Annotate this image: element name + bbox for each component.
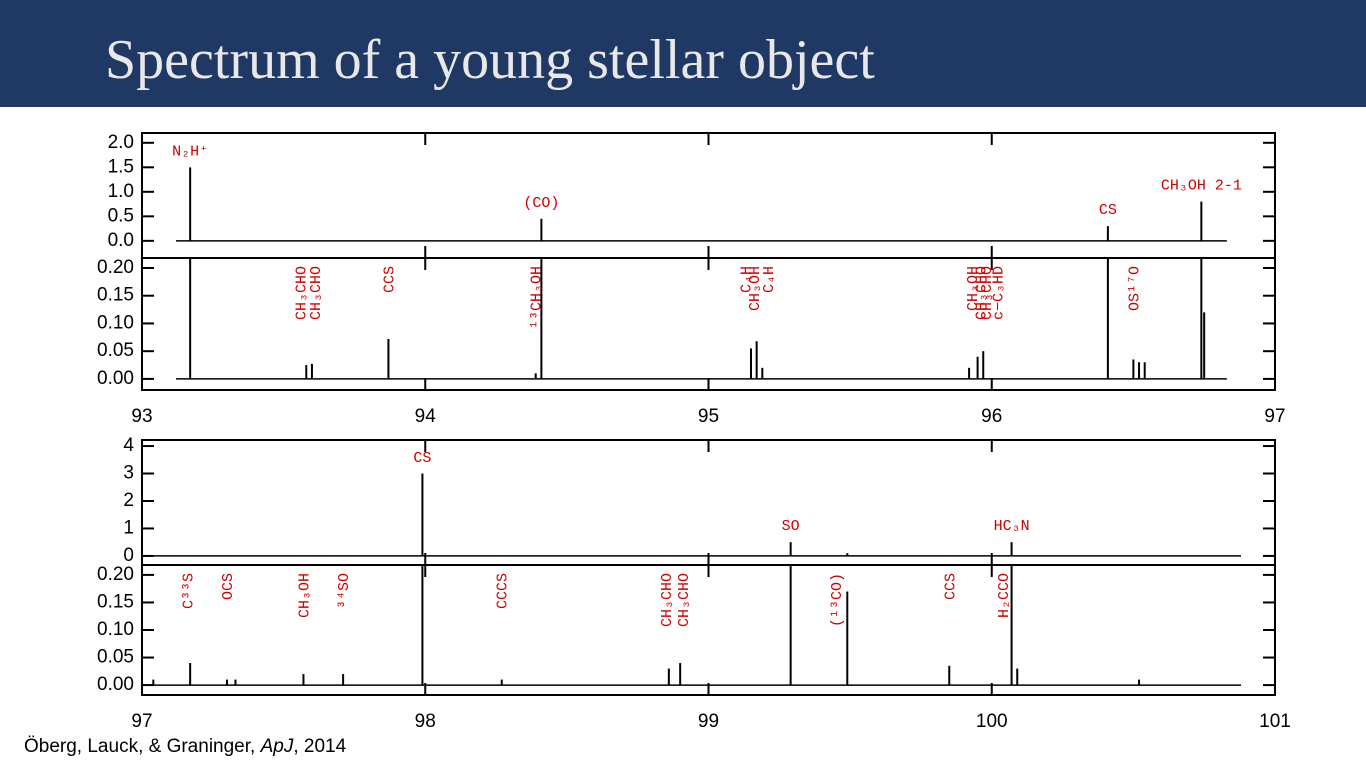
line-label: N₂H⁺ [172, 143, 208, 160]
y-tick-label: 0.20 [97, 257, 134, 278]
line-label: CCS [942, 573, 959, 600]
y-tick-label: 1.0 [108, 181, 134, 202]
x-tick-label: 95 [698, 406, 719, 427]
line-label: CH₃OH [747, 266, 764, 311]
y-tick-label: 0.15 [97, 591, 134, 612]
x-tick-label: 98 [415, 711, 436, 732]
citation-authors: Öberg, Lauck, & Graninger, [24, 736, 261, 757]
y-tick-label: 0.20 [97, 564, 134, 585]
y-tick-label: 0.5 [108, 205, 134, 226]
y-tick-label: 0.05 [97, 647, 134, 668]
line-label: C³³S [180, 573, 197, 609]
y-tick-label: 2.0 [108, 132, 134, 153]
y-tick-label: 4 [123, 435, 134, 456]
citation: Öberg, Lauck, & Graninger, ApJ, 2014 [24, 736, 347, 757]
x-tick-label: 93 [131, 406, 152, 427]
line-label: CH₃CHO [308, 266, 325, 320]
y-tick-label: 1 [123, 517, 134, 538]
y-tick-label: 0.15 [97, 285, 134, 306]
line-label: C₄H [738, 266, 755, 293]
axes-frame [141, 439, 1276, 566]
spectrum [142, 565, 1242, 686]
y-tick-label: 0.00 [97, 674, 134, 695]
line-label: H₂CCO [996, 573, 1013, 618]
x-tick-label: 97 [131, 711, 152, 732]
line-label: CS [1099, 202, 1117, 219]
y-tick-label: 2 [123, 490, 134, 511]
line-label: CH₃CHO [659, 573, 676, 627]
spectrum [175, 258, 1227, 380]
y-tick-label: 0.10 [97, 312, 134, 333]
line-label: ³⁴SO [336, 573, 353, 609]
panel: 0.0 0.5 1.0 1.5 2.0 N₂H⁺ (CO) CS CH₃OH 2-1 [108, 132, 1276, 259]
line-label: CH₃OH [965, 266, 982, 311]
line-label: CH₃CHO [676, 573, 693, 627]
slide-title: Spectrum of a young stellar object [105, 29, 875, 91]
line-label: OS¹⁷O [1126, 266, 1143, 311]
citation-year: , 2014 [293, 736, 346, 757]
x-tick-label: 94 [415, 406, 437, 427]
line-label: CH₃CHO [294, 266, 311, 320]
citation-journal: ApJ [260, 736, 294, 757]
spectrum [175, 167, 1227, 242]
axes-frame [141, 132, 1276, 259]
line-label: CCCS [495, 573, 512, 609]
x-tick-label: 97 [1264, 406, 1285, 427]
line-label: C₄H [761, 266, 778, 293]
x-tick-label: 96 [981, 406, 1002, 427]
line-label: OCS [220, 573, 237, 600]
line-label: ¹³CH₃OH [529, 266, 546, 329]
line-label: (CO) [523, 195, 559, 212]
y-tick-label: 0.00 [97, 368, 134, 389]
y-tick-label: 0.05 [97, 340, 134, 361]
y-tick-label: 1.5 [108, 156, 134, 177]
y-tick-label: 3 [123, 463, 134, 484]
header-band [0, 0, 1366, 107]
y-tick-label: 0.0 [108, 230, 134, 251]
line-label: CH₃CHO [973, 266, 990, 320]
x-tick-label: 101 [1259, 711, 1291, 732]
line-label: HC₃N [994, 518, 1030, 535]
line-label: CH₃CHO [979, 266, 996, 320]
panel: 0.00 0.05 0.10 0.15 0.20 97 98 99 100 101 C³³S OCS C… [97, 564, 1291, 732]
spectrum [142, 473, 1242, 557]
line-label: SO [782, 518, 800, 535]
line-label: CH₃OH [296, 573, 313, 618]
line-label: (¹³CO) [829, 573, 846, 627]
line-label: CCS [381, 266, 398, 293]
line-label: CS [413, 450, 431, 467]
y-tick-label: 0 [123, 545, 134, 566]
panel: 0 1 2 3 4 CS SO HC₃N [123, 435, 1276, 566]
y-tick-label: 0.10 [97, 619, 134, 640]
x-tick-label: 99 [698, 711, 719, 732]
line-label: c−C₃HD [990, 266, 1007, 320]
x-tick-label: 100 [976, 711, 1008, 732]
line-label: CH₃OH 2-1 [1161, 178, 1242, 195]
